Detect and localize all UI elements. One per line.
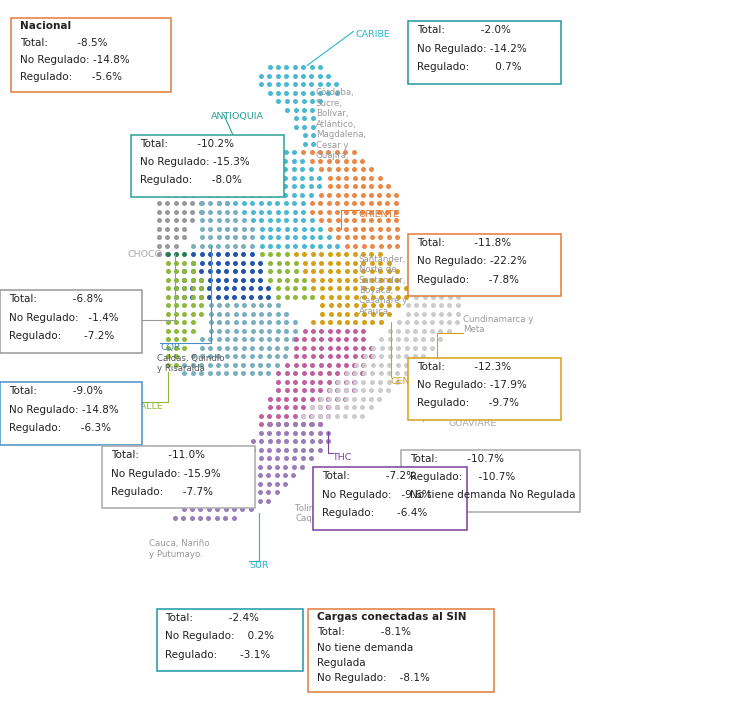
Text: VALLE: VALLE: [135, 402, 163, 411]
Text: Córdoba,
Sucre,
Bolívar,
Atlántico,
Magdalena,
Cesar y
Guajira.: Córdoba, Sucre, Bolívar, Atlántico, Magd…: [316, 88, 366, 160]
Text: No Regulado: -17.9%: No Regulado: -17.9%: [417, 380, 527, 390]
Text: Regulado:      -7.8%: Regulado: -7.8%: [417, 275, 519, 285]
Text: Total:         -11.0%: Total: -11.0%: [111, 450, 205, 460]
Text: Total:           -7.2%: Total: -7.2%: [322, 472, 416, 481]
Text: CQR: CQR: [160, 343, 181, 353]
FancyBboxPatch shape: [0, 382, 142, 445]
Text: Regulado:       -6.4%: Regulado: -6.4%: [322, 508, 427, 518]
Text: Total:           -2.0%: Total: -2.0%: [417, 25, 511, 35]
Text: No Regulado: -14.8%: No Regulado: -14.8%: [9, 405, 119, 415]
Text: Regulada: Regulada: [317, 658, 366, 668]
FancyBboxPatch shape: [0, 290, 142, 353]
Text: Regulado:      -7.7%: Regulado: -7.7%: [111, 487, 213, 497]
FancyBboxPatch shape: [11, 18, 171, 92]
Text: No Regulado:    -8.1%: No Regulado: -8.1%: [317, 673, 430, 683]
Text: Total:         -8.5%: Total: -8.5%: [20, 38, 107, 48]
Text: Regulado:       -7.2%: Regulado: -7.2%: [9, 331, 114, 341]
FancyBboxPatch shape: [408, 358, 561, 420]
Text: Cundinamarca y
Meta: Cundinamarca y Meta: [463, 315, 534, 334]
Text: Total:           -2.4%: Total: -2.4%: [165, 613, 260, 623]
Text: No Regulado:   -1.4%: No Regulado: -1.4%: [9, 313, 118, 323]
Text: Cargas conectadas al SIN: Cargas conectadas al SIN: [317, 612, 467, 622]
Text: THC: THC: [332, 453, 351, 462]
Text: Total:         -10.7%: Total: -10.7%: [410, 454, 504, 464]
FancyBboxPatch shape: [308, 609, 494, 692]
Text: Regulado:        0.7%: Regulado: 0.7%: [417, 62, 522, 72]
Text: Regulado:      -8.0%: Regulado: -8.0%: [140, 176, 242, 185]
FancyBboxPatch shape: [157, 609, 303, 671]
Text: No Regulado: -22.2%: No Regulado: -22.2%: [417, 256, 527, 266]
Text: No Regulado:   -9.6%: No Regulado: -9.6%: [322, 490, 432, 500]
Text: No tiene demanda No Regulada: No tiene demanda No Regulada: [410, 491, 575, 501]
Text: Total:           -6.8%: Total: -6.8%: [9, 295, 103, 304]
Text: ORIENTE: ORIENTE: [359, 210, 400, 219]
Text: No tiene demanda: No tiene demanda: [317, 643, 413, 653]
Text: CHOCO: CHOCO: [128, 250, 163, 259]
Text: No Regulado: -15.9%: No Regulado: -15.9%: [111, 469, 221, 479]
Text: Regulado:      -5.6%: Regulado: -5.6%: [20, 72, 122, 81]
Text: Tolima, Huila y
Caquetá.: Tolima, Huila y Caquetá.: [295, 504, 358, 523]
FancyBboxPatch shape: [131, 135, 284, 197]
FancyBboxPatch shape: [102, 446, 255, 508]
Text: Total:           -9.0%: Total: -9.0%: [9, 387, 103, 396]
Text: Total:         -11.8%: Total: -11.8%: [417, 238, 511, 248]
Text: Regulado:       -3.1%: Regulado: -3.1%: [165, 650, 270, 660]
Text: Total:         -12.3%: Total: -12.3%: [417, 362, 511, 372]
FancyBboxPatch shape: [401, 450, 580, 512]
Text: Total:           -8.1%: Total: -8.1%: [317, 627, 411, 637]
Text: Caldas, Quindío
y Risaralda: Caldas, Quindío y Risaralda: [157, 354, 225, 373]
Text: Regulado:     -10.7%: Regulado: -10.7%: [410, 472, 515, 482]
FancyBboxPatch shape: [408, 234, 561, 296]
Text: No Regulado: -15.3%: No Regulado: -15.3%: [140, 157, 250, 167]
Text: No Regulado: -14.2%: No Regulado: -14.2%: [417, 44, 527, 54]
Text: No Regulado: -14.8%: No Regulado: -14.8%: [20, 55, 130, 65]
Text: Cauca, Nariño
y Putumayo.: Cauca, Nariño y Putumayo.: [149, 539, 210, 559]
Text: Regulado:      -9.7%: Regulado: -9.7%: [417, 399, 519, 409]
FancyBboxPatch shape: [313, 467, 467, 530]
FancyBboxPatch shape: [408, 21, 561, 84]
Text: Total:         -10.2%: Total: -10.2%: [140, 139, 234, 149]
Text: ANTIOQUIA: ANTIOQUIA: [211, 112, 265, 121]
Text: CENTRO: CENTRO: [391, 377, 430, 386]
Text: Nacional: Nacional: [20, 21, 71, 31]
Text: GUAVIARE: GUAVIARE: [448, 419, 496, 428]
Text: SUR: SUR: [249, 561, 269, 570]
Text: Regulado:      -6.3%: Regulado: -6.3%: [9, 423, 111, 433]
Text: CARIBE: CARIBE: [356, 30, 391, 39]
Text: Santander,
Norte de
Santander,
Boyacá,
Casanare y
Arauca.: Santander, Norte de Santander, Boyacá, C…: [359, 255, 407, 316]
Text: No Regulado:    0.2%: No Regulado: 0.2%: [165, 632, 275, 641]
